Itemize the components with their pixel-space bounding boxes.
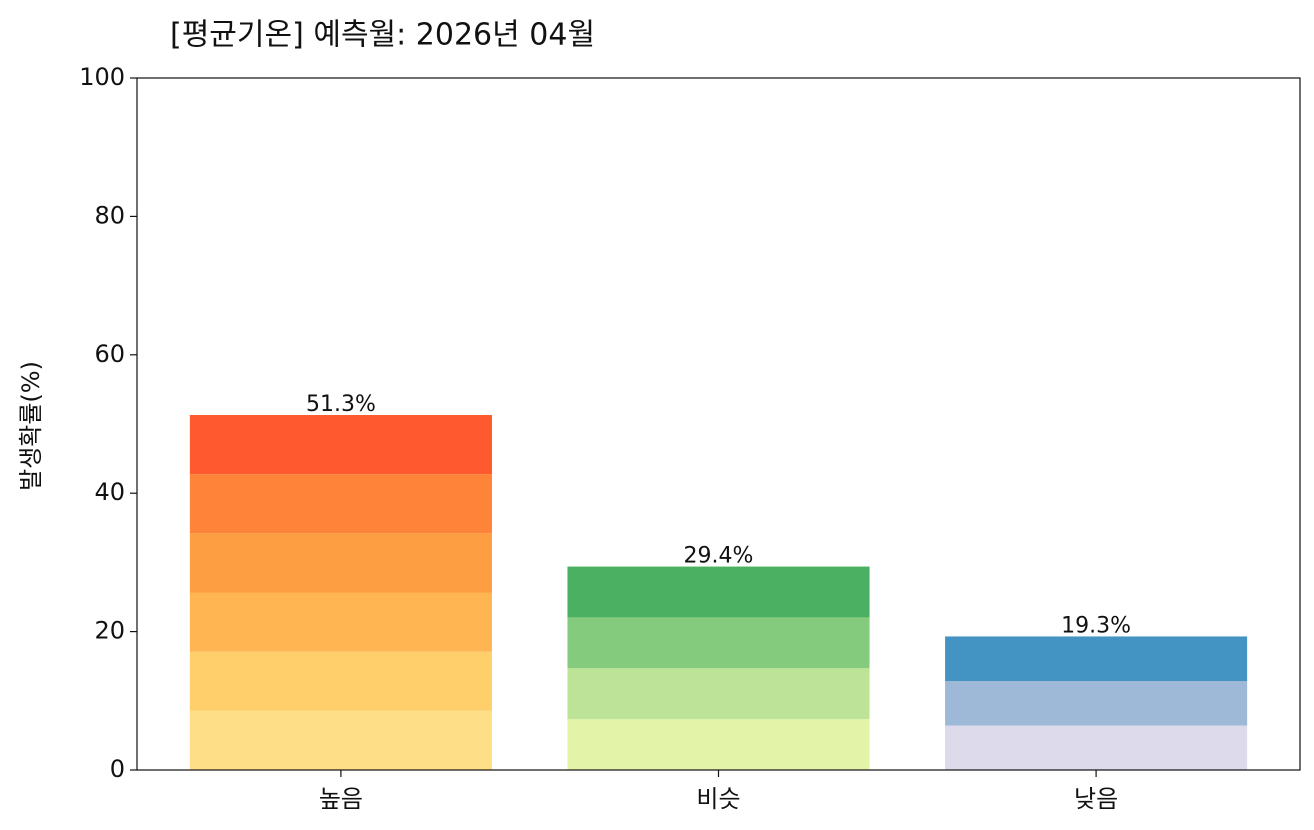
y-tick-label: 100 [79, 63, 125, 91]
y-tick-label: 20 [94, 617, 125, 645]
bar-segment [945, 681, 1248, 726]
bar-segment [189, 533, 492, 593]
plot-frame [136, 77, 1301, 771]
x-tick-label: 비슷 [696, 785, 740, 813]
chart-title: [평균기온] 예측월: 2026년 04월 [170, 18, 595, 53]
bar-segment [567, 668, 870, 720]
value-label: 51.3% [306, 392, 376, 417]
bar-segment [189, 592, 492, 652]
bar-segment [189, 710, 492, 770]
bar-segment [189, 415, 492, 475]
x-tick-label: 높음 [319, 785, 363, 813]
bar-segment [189, 474, 492, 534]
bar-segment [945, 636, 1248, 682]
bar-segment [567, 719, 870, 770]
y-axis-label: 발생확률(%) [17, 361, 45, 491]
bar-segment [189, 651, 492, 711]
y-tick-label: 60 [94, 340, 125, 368]
bar-segment [567, 566, 870, 618]
bar-segment [567, 617, 870, 669]
x-tick-label: 낮음 [1074, 785, 1118, 813]
bar-segment [945, 725, 1248, 770]
y-tick-label: 0 [110, 755, 125, 783]
y-tick-label: 80 [94, 201, 125, 229]
value-label: 29.4% [684, 544, 754, 569]
value-label: 19.3% [1061, 613, 1131, 638]
y-tick-label: 40 [94, 478, 125, 506]
